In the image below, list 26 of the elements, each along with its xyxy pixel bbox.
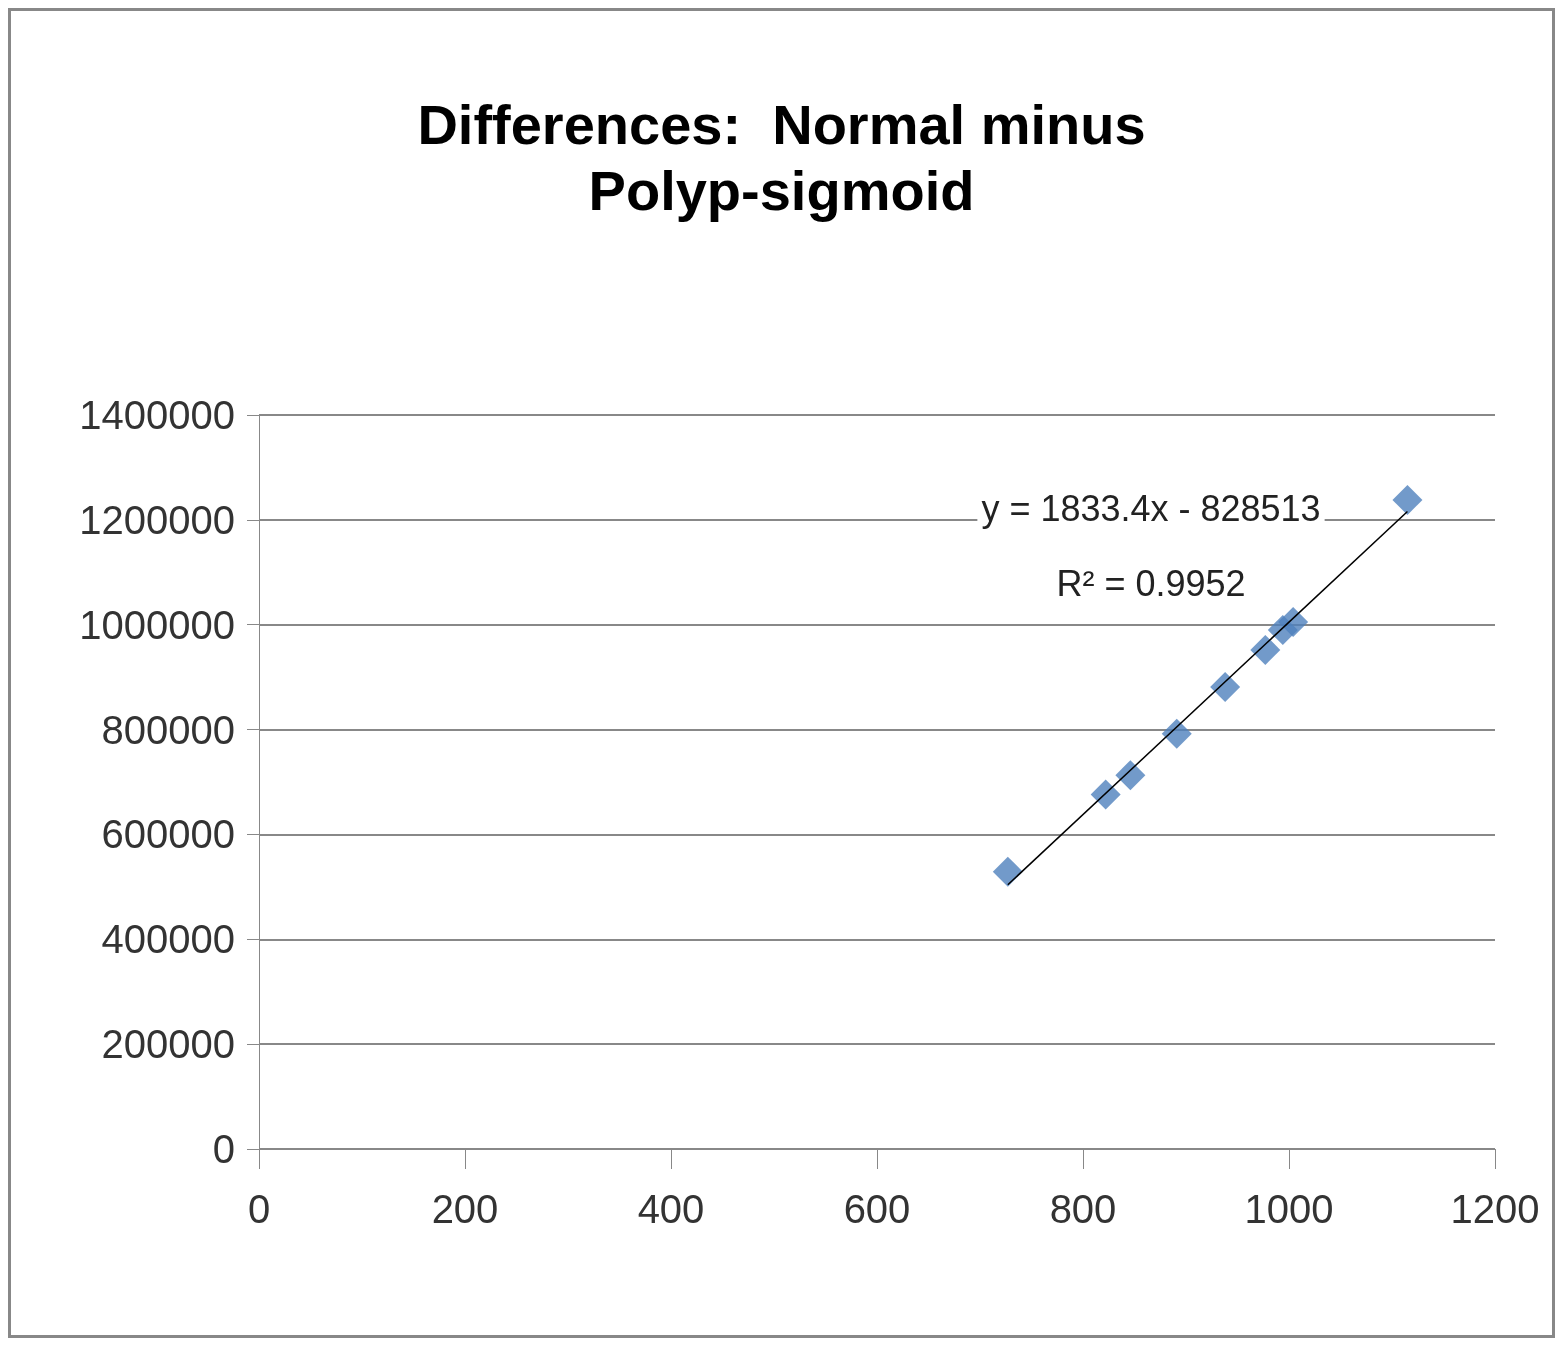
y-tick-label: 1000000 (79, 602, 235, 647)
annotation: R² = 0.9952 (1056, 562, 1246, 604)
y-tick-label: 400000 (101, 917, 235, 962)
x-tick-label: 600 (843, 1187, 911, 1231)
point (1161, 718, 1192, 749)
x-tick-label: 1200 (1450, 1187, 1540, 1231)
y-tick-label: 600000 (101, 812, 235, 857)
point (1392, 484, 1423, 515)
point (992, 856, 1023, 887)
y-tick-label: 1200000 (79, 497, 235, 542)
point (1210, 672, 1241, 703)
point (1278, 607, 1309, 638)
y-tick-label: 800000 (101, 707, 235, 752)
chart-title: Differences: Normal minus Polyp-sigmoid (417, 92, 1146, 222)
x-tick-label: 1000 (1244, 1187, 1334, 1231)
annotation: y = 1833.4x - 828513 (981, 487, 1321, 529)
y-tick-label: 1400000 (79, 393, 235, 437)
x-tick-label: 800 (1049, 1187, 1117, 1231)
point (1090, 779, 1121, 810)
point (1250, 634, 1281, 665)
y-tick-label: 0 (212, 1127, 235, 1171)
x-tick-label: 200 (431, 1187, 499, 1231)
x-tick-label: 0 (247, 1187, 271, 1231)
x-tick-label: 400 (637, 1187, 705, 1231)
y-tick-label: 200000 (101, 1022, 235, 1067)
point (1115, 760, 1146, 791)
